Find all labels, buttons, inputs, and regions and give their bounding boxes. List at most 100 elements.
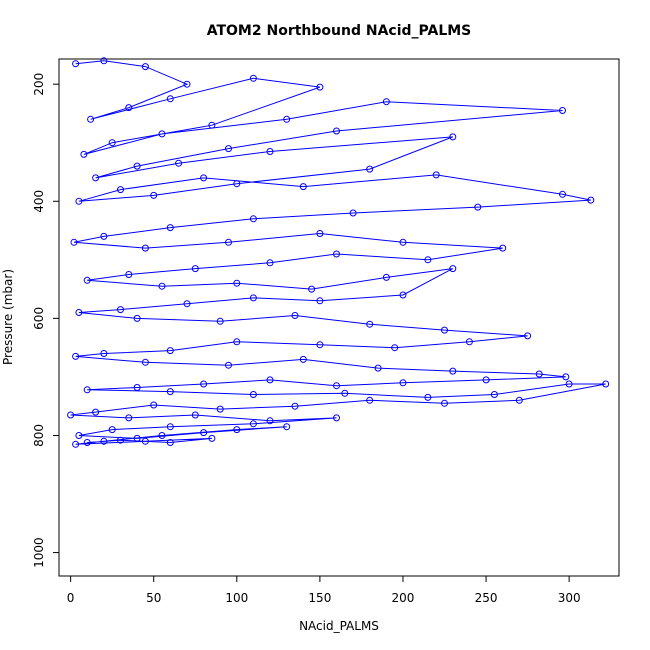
- data-point: [117, 306, 124, 314]
- data-point: [108, 426, 116, 434]
- data-point: [125, 414, 133, 422]
- data-point: [100, 57, 108, 65]
- data-point: [225, 361, 232, 369]
- y-tick-label: 1000: [32, 537, 46, 568]
- data-point: [158, 432, 166, 439]
- data-point: [266, 417, 274, 425]
- data-point: [225, 145, 232, 153]
- data-point: [283, 423, 291, 431]
- data-point: [515, 396, 523, 404]
- data-point: [233, 180, 241, 188]
- data-point: [87, 115, 95, 123]
- data-point: [266, 259, 274, 267]
- data-point: [299, 355, 307, 363]
- data-point: [200, 429, 208, 437]
- data-point: [482, 376, 490, 384]
- data-point: [249, 294, 257, 302]
- data-point: [333, 382, 340, 390]
- data-point: [70, 238, 78, 246]
- data-point: [166, 224, 174, 232]
- y-tick-label: 800: [32, 424, 46, 447]
- data-point: [249, 215, 257, 223]
- data-point: [158, 282, 166, 290]
- data-point: [449, 265, 457, 273]
- data-point: [72, 440, 80, 448]
- data-point: [100, 232, 108, 240]
- y-tick-label: 600: [32, 307, 46, 330]
- x-tick-label: 0: [67, 591, 75, 605]
- data-point: [249, 391, 257, 398]
- data-point: [333, 127, 340, 135]
- data-point: [92, 408, 100, 416]
- data-point: [249, 74, 257, 82]
- data-point: [490, 391, 498, 398]
- data-point: [75, 197, 83, 205]
- data-point: [141, 244, 149, 252]
- data-point: [133, 384, 141, 391]
- data-point: [474, 203, 482, 211]
- data-point: [141, 358, 149, 366]
- data-point: [399, 291, 407, 299]
- data-point: [67, 411, 75, 419]
- data-point: [399, 238, 407, 246]
- series-line: [70, 60, 606, 445]
- x-tick-label: 200: [392, 591, 415, 605]
- data-point: [166, 423, 174, 431]
- chart-title: ATOM2 Northbound NAcid_PALMS: [207, 23, 472, 39]
- data-point: [535, 370, 543, 378]
- data-point: [100, 350, 108, 357]
- data-point: [208, 434, 216, 442]
- x-tick-label: 100: [225, 591, 248, 605]
- data-point: [191, 411, 199, 419]
- series-layer: [67, 57, 610, 448]
- data-point: [465, 338, 473, 346]
- data-point: [141, 437, 149, 445]
- data-point: [283, 115, 291, 123]
- data-point: [587, 196, 595, 204]
- x-axis: 0 50 100 150 200 250 300: [67, 576, 581, 605]
- data-point: [80, 150, 88, 158]
- data-point: [316, 83, 324, 91]
- data-point: [424, 256, 432, 264]
- data-point: [316, 230, 324, 237]
- data-point: [133, 162, 141, 170]
- x-axis-label: NAcid_PALMS: [299, 619, 379, 633]
- data-point: [175, 159, 183, 167]
- y-tick-label: 400: [32, 190, 46, 213]
- data-point: [291, 312, 299, 319]
- data-point: [200, 380, 208, 388]
- data-point: [233, 279, 241, 287]
- data-point: [349, 209, 357, 217]
- data-point: [117, 186, 124, 194]
- data-point: [75, 432, 83, 439]
- data-point: [216, 405, 224, 413]
- data-point: [562, 373, 570, 381]
- data-point: [117, 436, 124, 444]
- data-point: [391, 344, 399, 352]
- data-point: [191, 265, 199, 273]
- y-axis-label: Pressure (mbar): [1, 269, 15, 365]
- data-point: [141, 63, 149, 71]
- data-point: [366, 165, 374, 173]
- data-point: [75, 309, 83, 316]
- data-point: [225, 238, 232, 246]
- data-point: [166, 95, 174, 103]
- data-point: [158, 130, 166, 138]
- data-point: [183, 80, 191, 88]
- data-point: [316, 341, 324, 349]
- data-point: [432, 171, 440, 179]
- y-tick-label: 200: [32, 73, 46, 96]
- data-point: [424, 393, 432, 401]
- data-point: [100, 437, 108, 445]
- data-point: [333, 250, 340, 258]
- data-point: [249, 420, 257, 428]
- data-point: [341, 389, 349, 397]
- data-point: [150, 401, 158, 409]
- data-point: [559, 190, 566, 198]
- data-point: [308, 285, 316, 293]
- data-point: [166, 347, 174, 355]
- data-point: [366, 396, 374, 404]
- plot-frame: [58, 58, 620, 577]
- data-point: [333, 414, 340, 422]
- data-point: [92, 174, 100, 182]
